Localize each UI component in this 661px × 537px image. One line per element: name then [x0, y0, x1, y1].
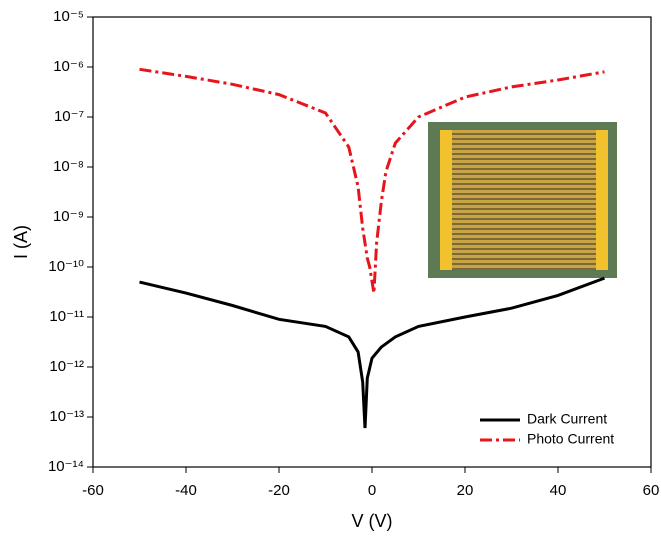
x-axis-title: V (V) — [351, 511, 392, 531]
series-line — [139, 67, 605, 294]
y-axis-title: I (A) — [11, 225, 31, 259]
y-tick-label: 10⁻⁵ — [53, 8, 84, 25]
y-tick-label: 10⁻⁸ — [53, 158, 84, 175]
y-tick-label: 10⁻¹³ — [49, 408, 84, 425]
y-tick-label: 10⁻⁶ — [53, 58, 84, 75]
x-tick-label: -40 — [175, 482, 197, 499]
legend-text: Dark Current — [527, 411, 607, 427]
y-tick-label: 10⁻¹⁰ — [48, 258, 84, 275]
series-line — [139, 276, 606, 429]
y-tick-label: 10⁻⁹ — [53, 208, 84, 225]
x-tick-label: 20 — [457, 482, 474, 499]
y-tick-label: 10⁻⁷ — [54, 108, 84, 125]
x-tick-label: -60 — [82, 482, 104, 499]
inset-photo — [428, 122, 617, 278]
y-tick-label: 10⁻¹⁴ — [48, 458, 84, 475]
x-tick-label: 0 — [368, 482, 376, 499]
x-tick-label: 40 — [550, 482, 567, 499]
legend-text: Photo Current — [527, 431, 614, 447]
x-tick-label: -20 — [268, 482, 290, 499]
y-tick-label: 10⁻¹¹ — [49, 308, 84, 325]
x-tick-label: 60 — [643, 482, 660, 499]
y-tick-label: 10⁻¹² — [49, 358, 84, 375]
